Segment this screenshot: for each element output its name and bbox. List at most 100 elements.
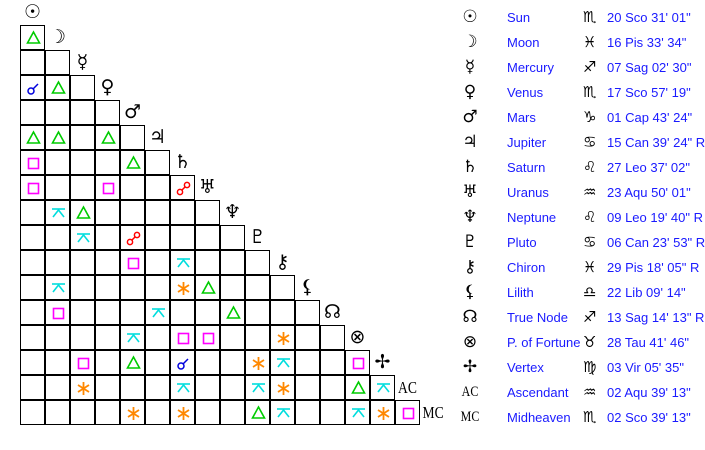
aspect-cell [69, 124, 95, 150]
planet-name: Midheaven [507, 410, 571, 425]
true-node-icon: ☊ [324, 301, 341, 323]
aspect-cell [144, 399, 170, 425]
aspect-cell [19, 374, 45, 400]
planet-position: 02 Sco 39' 13" [607, 410, 691, 425]
aspect-cell [119, 324, 145, 350]
aspect-cell [69, 324, 95, 350]
planet-position: 13 Sag 14' 13" R [607, 310, 705, 325]
vertex-icon: ✢ [462, 357, 478, 377]
planet-position: 23 Aqu 50' 01" [607, 185, 691, 200]
aspect-cell [269, 399, 295, 425]
planet-row: ☿ Mercury ♐ 07 Sag 02' 30" [450, 55, 705, 80]
venus-icon: ♀ [100, 76, 115, 98]
uranus-icon: ♅ [198, 176, 217, 198]
aspect-cell [19, 99, 45, 125]
planet-position: 07 Sag 02' 30" [607, 60, 692, 75]
aspect-cell [244, 249, 270, 275]
planet-name: Neptune [507, 210, 557, 225]
aspect-cell [44, 274, 70, 300]
planet-name: Sun [507, 10, 531, 25]
planet-row: AC Ascendant ♒ 02 Aqu 39' 13" [450, 380, 705, 405]
planet-name: Saturn [507, 160, 546, 175]
midheaven-icon: MC [422, 403, 444, 422]
saturn-icon: ♄ [462, 157, 478, 177]
aspect-cell [344, 374, 370, 400]
aspect-cell [219, 324, 245, 350]
aspect-cell [94, 399, 120, 425]
aspect-cell [69, 374, 95, 400]
planet-row: ⚷ Chiron ♓ 29 Pis 18' 05" R [450, 255, 705, 280]
zodiac-sign-icon: ♏ [583, 83, 597, 101]
midheaven-icon: MC [460, 409, 480, 425]
planet-name: Ascendant [507, 385, 569, 400]
sun-icon: ☉ [462, 7, 478, 27]
aspect-cell [219, 274, 245, 300]
zodiac-sign-icon: ♉ [583, 333, 597, 351]
planet-row: ⚸ Lilith ♎ 22 Lib 09' 14" [450, 280, 705, 305]
planet-position: 20 Sco 31' 01" [607, 10, 691, 25]
part-of-fortune-icon: ⊗ [349, 326, 366, 348]
aspect-cell [319, 399, 345, 425]
moon-icon: ☽ [48, 26, 67, 48]
aspect-cell [144, 249, 170, 275]
planet-name: Moon [507, 35, 540, 50]
aspect-cell [169, 349, 195, 375]
zodiac-sign-icon: ♋ [583, 233, 597, 251]
planet-row: ♅ Uranus ♒ 23 Aqu 50' 01" [450, 180, 705, 205]
aspect-cell [69, 349, 95, 375]
mercury-icon: ☿ [464, 57, 476, 77]
aspect-cell [394, 399, 420, 425]
aspect-cell [69, 99, 95, 125]
aspect-cell [19, 349, 45, 375]
aspect-cell [44, 324, 70, 350]
mars-icon: ♂ [123, 101, 142, 123]
zodiac-sign-icon: ♏ [583, 8, 597, 26]
aspect-cell [344, 399, 370, 425]
aspect-cell [119, 274, 145, 300]
planet-name: Venus [507, 85, 544, 100]
planet-name: True Node [507, 310, 568, 325]
aspect-cell [119, 349, 145, 375]
aspect-cell [169, 224, 195, 250]
aspect-cell [194, 349, 220, 375]
neptune-icon: ♆ [462, 207, 478, 227]
aspect-cell [294, 399, 320, 425]
aspect-cell [44, 374, 70, 400]
planet-position: 03 Vir 05' 35" [607, 360, 684, 375]
aspect-cell [119, 399, 145, 425]
mars-icon: ♂ [462, 107, 478, 127]
aspect-cell [144, 224, 170, 250]
aspect-cell [244, 399, 270, 425]
aspect-cell [194, 199, 220, 225]
aspect-cell [194, 324, 220, 350]
aspect-cell [169, 324, 195, 350]
aspect-cell [219, 249, 245, 275]
aspect-cell [69, 224, 95, 250]
jupiter-icon: ♃ [148, 126, 167, 148]
aspect-cell [44, 99, 70, 125]
planet-name: Chiron [507, 260, 546, 275]
aspect-cell [169, 274, 195, 300]
neptune-icon: ♆ [223, 201, 242, 223]
aspect-cell [194, 274, 220, 300]
aspect-cell [169, 374, 195, 400]
vertex-icon: ✢ [374, 351, 391, 373]
aspect-cell [119, 199, 145, 225]
aspect-cell [219, 349, 245, 375]
aspect-cell [44, 224, 70, 250]
aspect-cell [294, 299, 320, 325]
planet-position: 27 Leo 37' 02" [607, 160, 691, 175]
aspect-cell [94, 324, 120, 350]
aspect-cell [19, 224, 45, 250]
aspect-cell [69, 74, 95, 100]
zodiac-sign-icon: ♋ [583, 133, 597, 151]
planet-position: 17 Sco 57' 19" [607, 85, 691, 100]
aspect-cell [244, 324, 270, 350]
aspect-cell [269, 349, 295, 375]
zodiac-sign-icon: ♎ [583, 283, 597, 301]
planet-row: ☉ Sun ♏ 20 Sco 31' 01" [450, 5, 705, 30]
planet-row: ♇ Pluto ♋ 06 Can 23' 53" R [450, 230, 705, 255]
aspect-cell [194, 299, 220, 325]
aspect-cell [269, 374, 295, 400]
planet-row: ♂ Mars ♑ 01 Cap 43' 24" [450, 105, 705, 130]
